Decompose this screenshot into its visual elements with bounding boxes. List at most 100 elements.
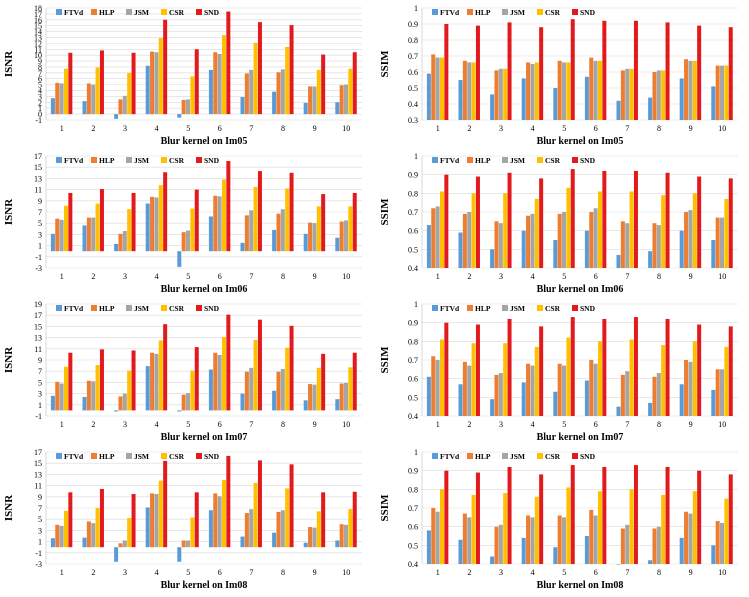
- bar-hlp-3: [118, 543, 123, 548]
- y-tick-label: 12: [34, 39, 42, 48]
- bar-csr-6: [221, 179, 226, 252]
- y-tick-label: 0.9: [408, 171, 418, 180]
- y-tick-label: 3: [38, 526, 42, 535]
- bar-hlp-7: [244, 215, 249, 252]
- legend-label-jsm: JSM: [510, 304, 525, 313]
- bar-jsm-10: [720, 65, 725, 120]
- bar-snd-8: [289, 325, 294, 411]
- bar-csr-3: [127, 518, 132, 548]
- bar-csr-4: [158, 38, 163, 115]
- x-tick-label: 10: [342, 272, 350, 281]
- legend-label-jsm: JSM: [510, 8, 525, 17]
- bar-snd-3: [507, 22, 512, 120]
- legend-label-snd: SND: [204, 452, 220, 461]
- bar-jsm-5: [186, 230, 191, 252]
- y-tick-label: 13: [34, 33, 42, 42]
- legend-swatch-ftvd: [432, 305, 438, 311]
- legend-swatch-hlp: [467, 453, 473, 459]
- x-tick-label: 9: [313, 420, 317, 429]
- bar-csr-5: [190, 208, 195, 252]
- y-tick-label: 0.5: [408, 245, 418, 254]
- bar-ftvd-9: [679, 78, 684, 120]
- bar-hlp-3: [494, 221, 499, 268]
- bar-csr-10: [724, 346, 729, 416]
- y-tick-label: 0.6: [408, 68, 418, 77]
- bar-snd-8: [665, 172, 670, 268]
- legend-swatch-ftvd: [56, 9, 62, 15]
- bar-hlp-6: [589, 509, 594, 564]
- bar-csr-5: [190, 517, 195, 548]
- chart-svg: 0.4 0.5 0.6 0.7 0.8 0.9 1 1 2 3 4 5 6 7 8 9 10 Blur kerne…: [379, 448, 738, 591]
- bar-hlp-8: [652, 376, 657, 416]
- bar-hlp-7: [620, 374, 625, 416]
- bar-jsm-10: [720, 217, 725, 268]
- bar-snd-7: [257, 319, 262, 411]
- bar-ftvd-9: [303, 400, 308, 411]
- x-axis-label: Blur kernel on Im05: [537, 136, 624, 147]
- bar-hlp-2: [86, 380, 91, 411]
- bar-hlp-3: [118, 396, 123, 411]
- bar-jsm-9: [312, 223, 317, 252]
- bar-jsm-7: [249, 69, 254, 115]
- y-tick-label: -1: [35, 116, 42, 125]
- bar-csr-6: [221, 337, 226, 411]
- x-tick-label: 3: [499, 272, 503, 281]
- bar-jsm-2: [467, 62, 472, 120]
- bar-hlp-8: [652, 72, 657, 120]
- bar-csr-3: [127, 72, 132, 115]
- bar-snd-5: [570, 317, 575, 416]
- bar-csr-7: [629, 339, 634, 416]
- x-tick-label: 8: [657, 124, 661, 133]
- bar-ftvd-3: [490, 399, 495, 416]
- legend-label-ftvd: FTVd: [64, 156, 84, 165]
- x-tick-label: 7: [249, 272, 253, 281]
- bar-ftvd-9: [303, 233, 308, 252]
- bar-jsm-2: [91, 217, 96, 252]
- bar-snd-5: [194, 347, 199, 411]
- bar-jsm-10: [344, 524, 349, 548]
- y-tick-label: 0.4: [408, 560, 418, 569]
- legend-swatch-csr: [537, 305, 543, 311]
- bar-jsm-3: [122, 95, 127, 115]
- bar-hlp-6: [213, 52, 218, 115]
- y-tick-label: 11: [34, 186, 42, 195]
- bar-ftvd-1: [50, 98, 55, 115]
- bar-snd-7: [633, 465, 638, 564]
- bar-ftvd-10: [711, 389, 716, 416]
- bar-snd-10: [352, 52, 357, 115]
- bar-snd-3: [131, 494, 136, 548]
- x-axis-label: Blur kernel on Im08: [537, 580, 624, 591]
- x-tick-label: 8: [281, 568, 285, 577]
- bar-ftvd-4: [521, 537, 526, 564]
- y-axis-label: ISNR: [3, 198, 15, 225]
- bar-csr-1: [439, 191, 444, 268]
- legend-label-hlp: HLP: [99, 304, 115, 313]
- y-tick-label: 0.7: [408, 356, 418, 365]
- x-tick-label: 6: [594, 272, 598, 281]
- x-tick-label: 9: [689, 420, 693, 429]
- y-tick-label: 14: [34, 28, 42, 37]
- bar-ftvd-1: [50, 233, 55, 252]
- legend-swatch-snd: [572, 305, 578, 311]
- bar-hlp-4: [526, 215, 531, 268]
- chart-ssim-im06: 0.4 0.5 0.6 0.7 0.8 0.9 1 1 2 3 4 5 6 7 8 9 10 Blur kerne…: [376, 148, 748, 296]
- y-tick-label: 7: [38, 208, 42, 217]
- legend-swatch-jsm: [502, 453, 508, 459]
- bar-jsm-5: [186, 99, 191, 115]
- x-tick-label: 7: [249, 568, 253, 577]
- bar-ftvd-8: [648, 560, 653, 564]
- x-tick-label: 6: [594, 420, 598, 429]
- bar-ftvd-2: [82, 396, 87, 411]
- bar-ftvd-10: [335, 540, 340, 548]
- bar-hlp-5: [181, 232, 186, 252]
- bar-csr-5: [566, 337, 571, 416]
- bar-csr-10: [724, 498, 729, 564]
- bar-hlp-9: [308, 384, 313, 411]
- bar-csr-9: [692, 193, 697, 268]
- bar-jsm-4: [530, 64, 535, 120]
- y-tick-label: 16: [34, 16, 42, 25]
- x-tick-label: 2: [91, 420, 95, 429]
- bar-jsm-7: [249, 367, 254, 411]
- bar-jsm-10: [344, 84, 349, 115]
- chart-isnr-im05: -1 0 1 2 3 4 5 6 7 8 9 10 11 12 13 14 15 16 17 18 1 2 3 4 5 6 7 8 9 1…: [0, 0, 372, 148]
